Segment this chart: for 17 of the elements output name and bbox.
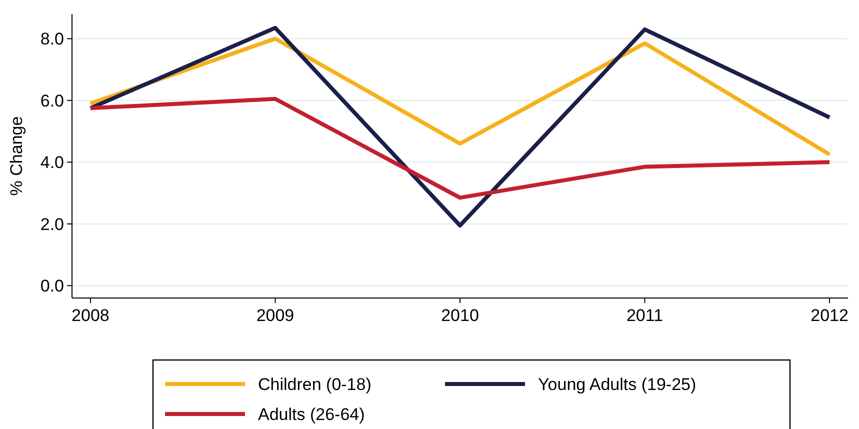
line-series <box>88 36 832 156</box>
x-tick-label: 2010 <box>441 306 479 325</box>
y-tick-label: 6.0 <box>40 91 64 110</box>
y-tick-label: 0.0 <box>40 276 64 296</box>
x-tick-label: 2011 <box>626 306 664 325</box>
y-tick-label: 8.0 <box>40 30 64 49</box>
legend-label: Children (0-18) <box>258 375 372 394</box>
legend-label: Young Adults (19-25) <box>538 375 696 394</box>
legend-label: Adults (26-64) <box>258 405 365 424</box>
y-axis-title: % Change <box>7 116 26 196</box>
x-tick-label: 2009 <box>256 306 294 325</box>
y-tick-label: 2.0 <box>40 214 64 234</box>
y-tick-label: 4.0 <box>40 153 64 172</box>
x-tick-label: 2008 <box>72 306 110 325</box>
line-series <box>88 26 832 228</box>
x-tick-label: 2012 <box>810 306 848 325</box>
line-series <box>88 96 832 200</box>
